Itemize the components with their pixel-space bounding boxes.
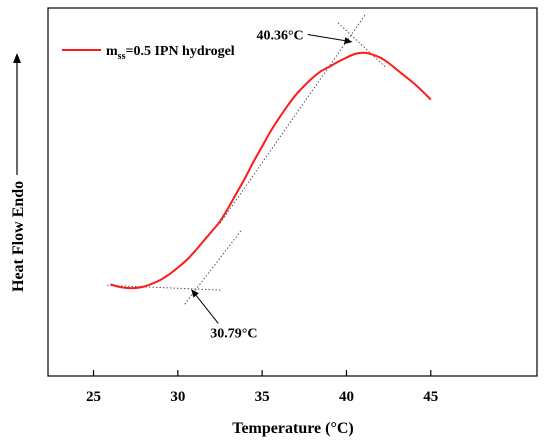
legend-label-main: m <box>106 44 118 59</box>
annotation-arrowhead <box>191 289 199 298</box>
legend: mss=0.5 IPN hydrogel <box>62 44 235 62</box>
tangent-line <box>184 229 243 305</box>
x-tick-label: 40 <box>339 389 354 405</box>
legend-label-subscript: ss <box>118 51 126 62</box>
y-axis-label: Heat Flow Endo <box>10 181 27 292</box>
annotations: 40.36°C 30.79°C <box>191 29 353 341</box>
x-tick-label: 35 <box>255 389 270 405</box>
annotation-arrow <box>307 34 345 42</box>
tangent-line <box>106 284 222 291</box>
tangent-line <box>219 14 366 224</box>
tangent-line <box>337 22 386 68</box>
series-line <box>110 51 432 290</box>
annotation-arrowhead <box>344 37 353 45</box>
annotation-arrow <box>195 295 219 324</box>
x-axis-ticks: 25 30 35 40 45 <box>86 370 438 405</box>
x-tick-label: 30 <box>170 389 185 405</box>
y-axis-label-group: Heat Flow Endo <box>10 53 27 292</box>
x-tick-label: 25 <box>86 389 101 405</box>
plot-frame <box>47 7 538 377</box>
tangent-lines <box>106 14 386 305</box>
legend-label-rest: =0.5 IPN hydrogel <box>125 44 234 59</box>
x-tick-label: 45 <box>423 389 438 405</box>
annotation-label: 30.79°C <box>210 326 257 341</box>
annotation-label: 40.36°C <box>256 29 303 44</box>
legend-label: mss=0.5 IPN hydrogel <box>106 44 235 62</box>
x-axis-label: Temperature (°C) <box>232 420 353 437</box>
y-axis-arrow-head <box>13 53 21 63</box>
